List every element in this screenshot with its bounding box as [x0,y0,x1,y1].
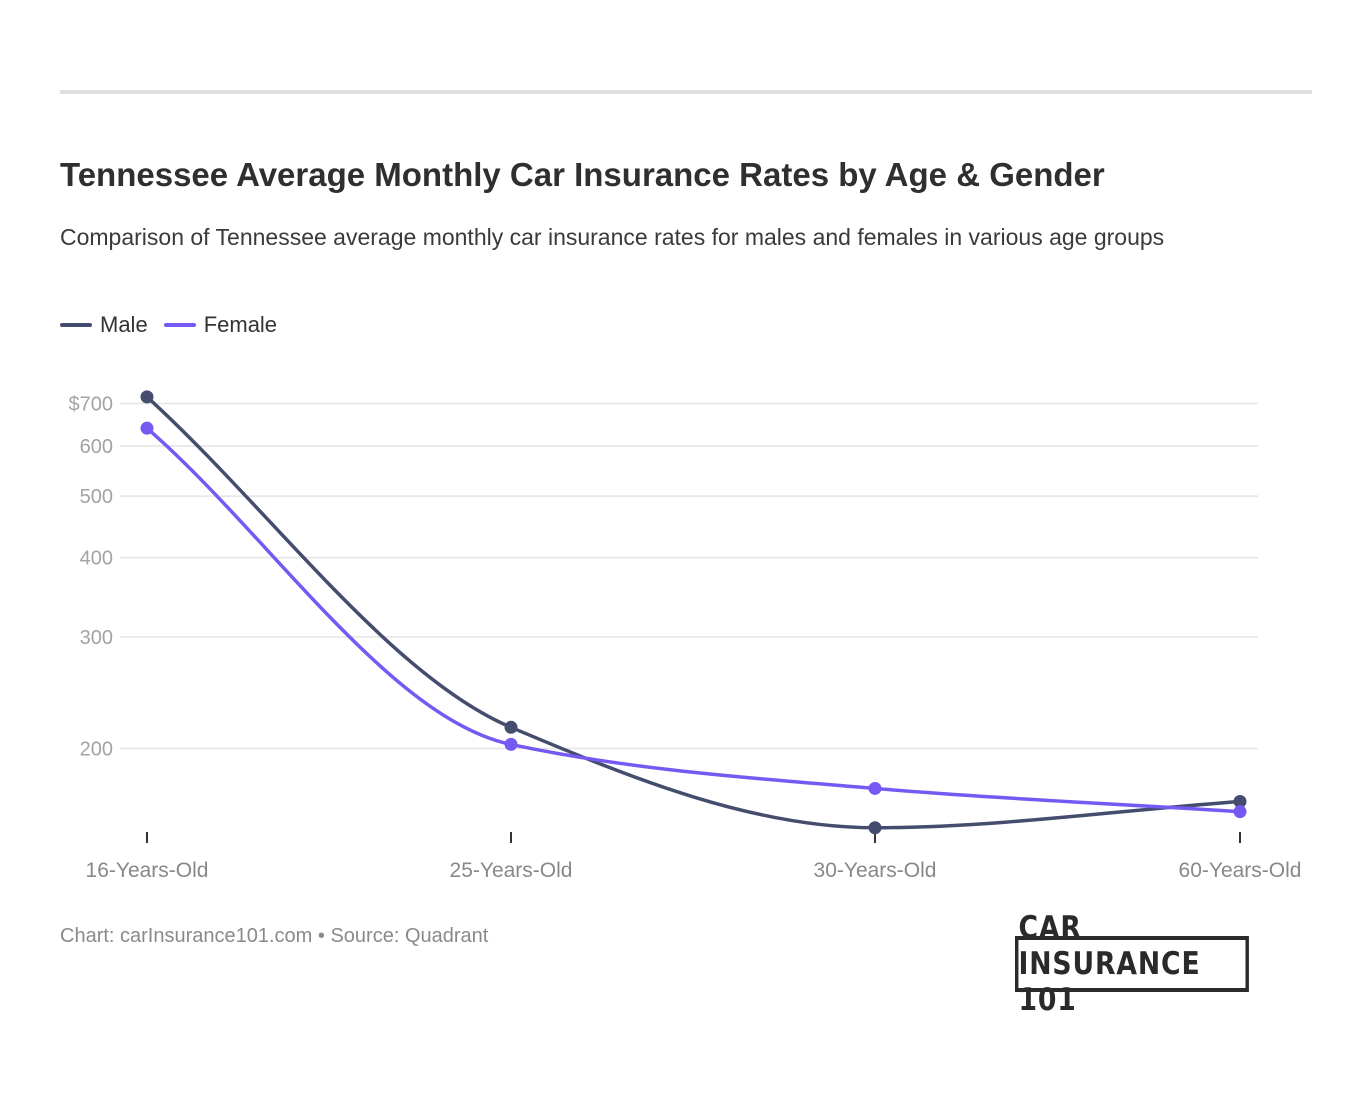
legend-label-male: Male [100,312,148,337]
x-tick-label: 60-Years-Old [1179,859,1302,882]
y-tick-label: 400 [80,548,113,570]
legend-label-female: Female [203,312,278,337]
x-tick-label: 30-Years-Old [814,859,937,882]
legend-swatch-female [163,323,196,327]
y-tick-label: 500 [80,486,113,508]
y-tick-label: 600 [80,436,113,458]
series-line-male [145,395,1242,830]
data-point-male [504,720,518,734]
data-point-female [1233,805,1247,819]
legend-swatch-male [60,323,92,327]
series-line-female [145,426,1242,814]
top-divider [60,90,1312,94]
legend-item-male[interactable]: Male [60,312,148,338]
chart-title: Tennessee Average Monthly Car Insurance … [60,156,1105,193]
brand-logo: CAR INSURANCE 101 [1015,910,1249,1018]
legend-item-female[interactable]: Female [163,312,278,338]
data-point-female [504,737,518,751]
x-tick-label: 16-Years-Old [86,859,209,882]
data-point-male [868,821,882,835]
chart-subtitle: Comparison of Tennessee average monthly … [60,224,1165,250]
chart-legend: Male Female [60,312,293,338]
chart-source-footer: Chart: carInsurance101.com • Source: Qua… [60,925,489,947]
data-point-female [868,781,882,795]
y-tick-label: 300 [80,627,113,649]
y-tick-label: $700 [69,394,114,416]
data-point-male [1233,794,1247,808]
x-tick-label: 25-Years-Old [450,859,573,882]
data-point-male [140,390,154,404]
y-tick-label: 200 [80,739,113,761]
data-point-female [140,421,154,435]
